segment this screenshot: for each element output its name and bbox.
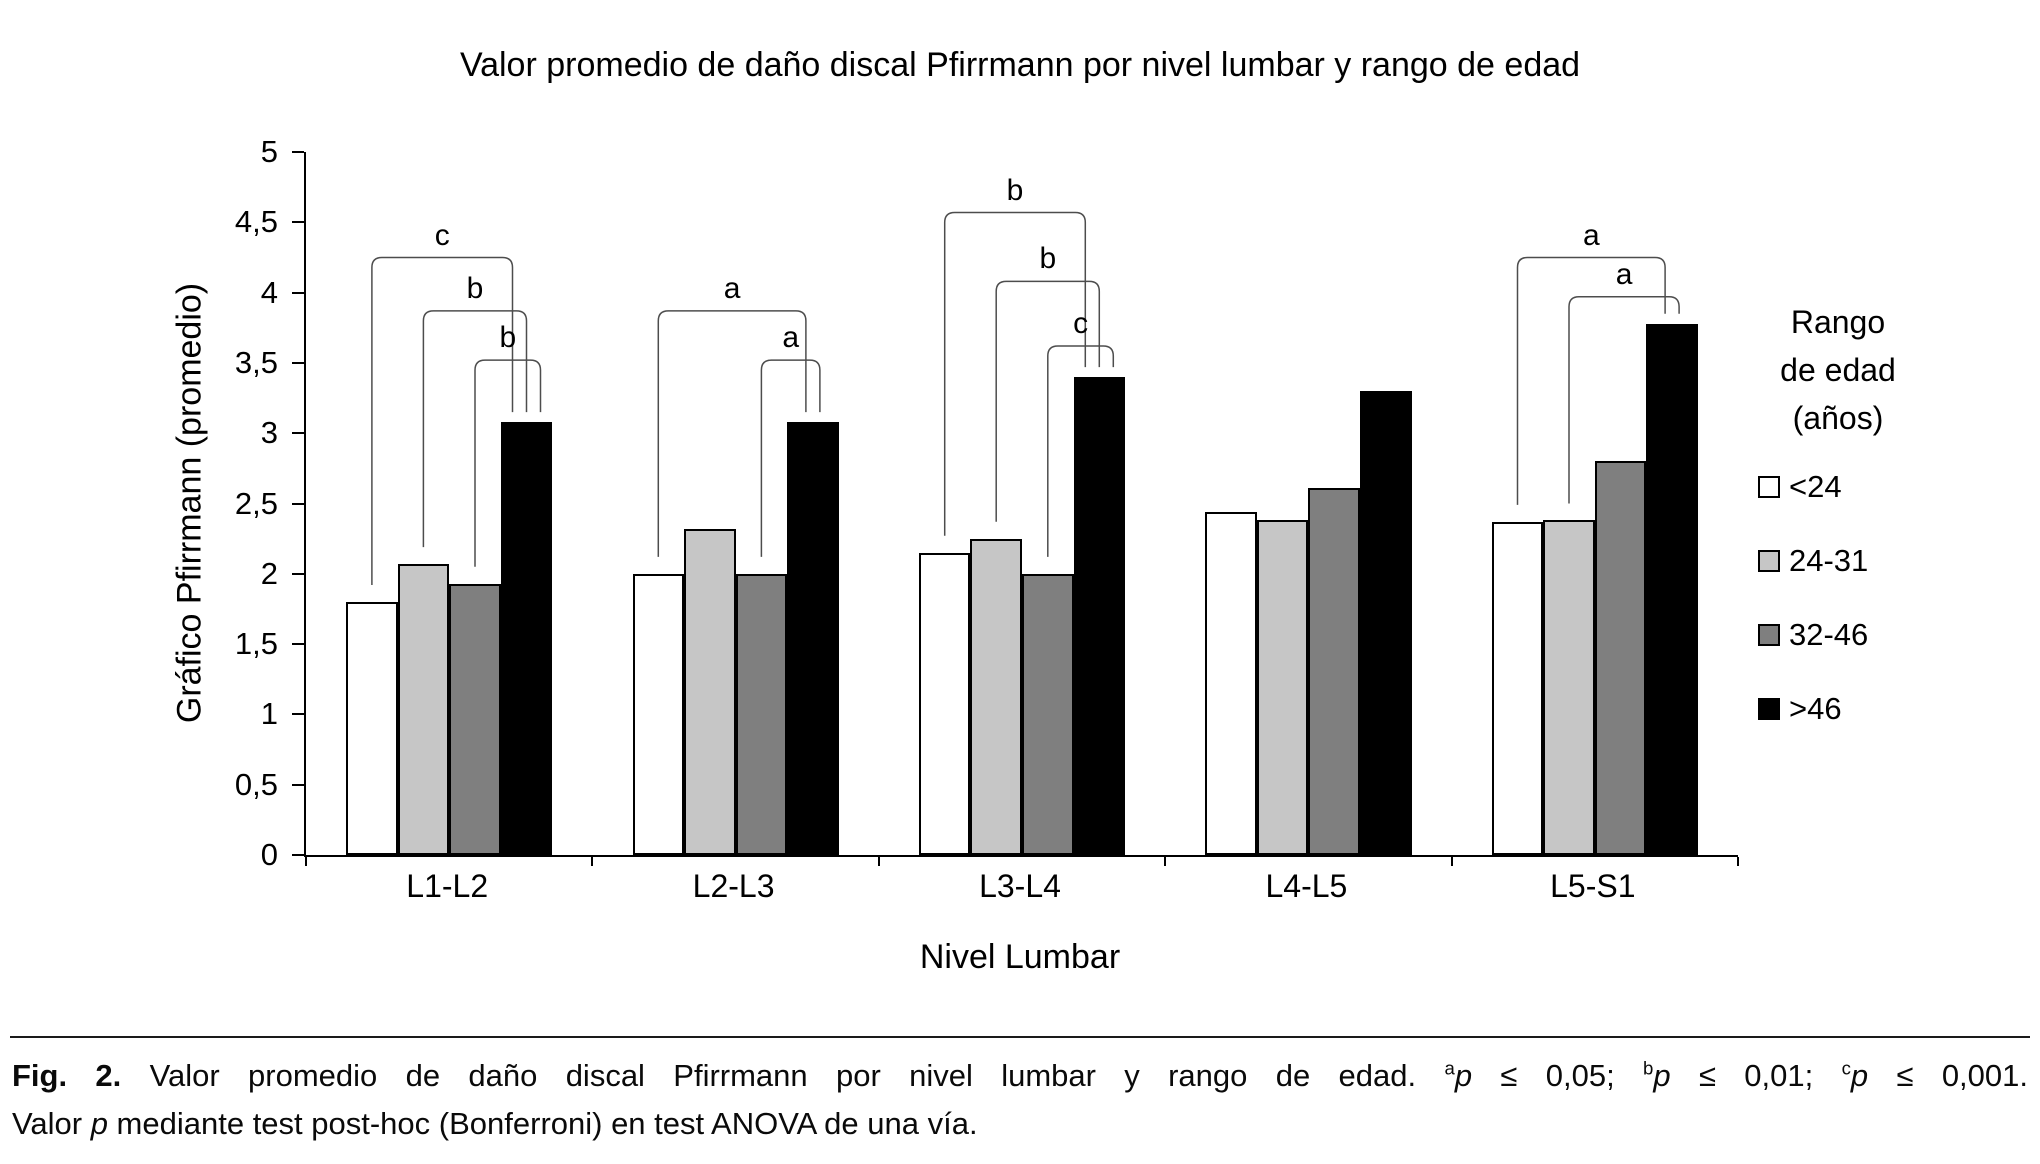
- bracket-label: c: [1073, 307, 1089, 340]
- legend-marker: [1758, 697, 1780, 720]
- caption-stat-c: cp ≤ 0,001.: [1841, 1057, 2029, 1093]
- bar-L2-L3-32-46: [735, 573, 788, 855]
- x-axis-title: Nivel Lumbar: [919, 938, 1121, 976]
- y-tick-label: 3,5: [234, 344, 278, 380]
- x-tick-mark: [591, 857, 594, 866]
- legend-title: Rango de edad (años): [1758, 298, 1918, 442]
- bar-L2-L3->46: [787, 422, 839, 855]
- bar-L3-L4-24-31: [970, 538, 1022, 855]
- figure-number: Fig. 2.: [12, 1058, 122, 1093]
- caption-divider: [10, 1036, 2030, 1038]
- bracket-L3-L4-b: [943, 211, 1087, 536]
- y-axis: 0 0,5 1 1,5 2 2,5 3 3,5 4 4,5 5: [0, 135, 304, 872]
- y-tick-mark: [292, 432, 304, 435]
- y-tick-mark: [292, 151, 304, 153]
- bar-L3-L4-32-46: [1022, 573, 1074, 855]
- legend-item-label: <24: [1789, 468, 1842, 504]
- x-tick-mark: [877, 857, 880, 866]
- y-tick-label: 0: [260, 837, 278, 872]
- bracket-label: b: [1006, 173, 1024, 207]
- bar-L4-L5-<24: [1205, 511, 1257, 855]
- y-tick-mark: [292, 713, 304, 716]
- bracket-label: a: [723, 271, 741, 305]
- legend-marker: [1758, 623, 1780, 646]
- legend-title-line: de edad: [1780, 352, 1896, 388]
- y-tick-label: 2,5: [234, 485, 278, 521]
- figure-caption: Fig. 2. Valor promedio de daño discal Pf…: [12, 1052, 2028, 1148]
- bracket-label: a: [1615, 257, 1633, 291]
- caption-body: Valor promedio de daño discal Pfirrmann …: [149, 1058, 1417, 1093]
- bracket-label: b: [499, 321, 517, 355]
- y-tick-label: 1,5: [234, 626, 278, 662]
- caption-line-2: Valor p mediante test post-hoc (Bonferro…: [12, 1106, 978, 1141]
- caption-stat-a: ap ≤ 0,05;: [1444, 1057, 1615, 1093]
- y-tick-label: 2: [260, 555, 278, 591]
- legend-marker: [1758, 549, 1780, 572]
- bar-L5-S1->46: [1646, 323, 1698, 855]
- y-tick-label: 4,5: [234, 204, 278, 240]
- y-tick-mark: [292, 221, 304, 224]
- x-category-label-L3-L4: L3-L4: [979, 868, 1061, 904]
- bracket-label: a: [1582, 218, 1600, 252]
- bracket-label: c: [434, 218, 450, 252]
- y-tick-label: 4: [260, 274, 278, 310]
- legend-marker: [1758, 475, 1780, 498]
- chart-title: Valor promedio de daño discal Pfirrmann …: [459, 46, 1581, 84]
- y-tick-label: 1: [260, 696, 278, 732]
- bar-L4-L5-32-46: [1308, 488, 1360, 855]
- y-tick-label: 0,5: [234, 766, 278, 802]
- bar-L5-S1-32-46: [1594, 461, 1647, 855]
- caption-stat-b: bp ≤ 0,01;: [1643, 1057, 1814, 1093]
- bar-L2-L3-24-31: [684, 528, 736, 855]
- y-tick-label: 5: [260, 134, 278, 169]
- legend-title-line: (años): [1792, 400, 1884, 436]
- legend-item-label: 24-31: [1789, 542, 1869, 578]
- y-tick-mark: [292, 854, 304, 856]
- legend-item-<24: <24: [1758, 468, 2028, 505]
- x-tick-mark: [1737, 857, 1739, 866]
- legend-item-label: >46: [1789, 690, 1842, 726]
- legend-item-32-46: 32-46: [1758, 616, 2028, 653]
- bar-L4-L5->46: [1360, 391, 1412, 855]
- y-tick-mark: [292, 291, 304, 294]
- caption-line-1: Fig. 2. Valor promedio de daño discal Pf…: [12, 1052, 2028, 1100]
- legend-items: <24 24-31 32-46 >46: [1758, 468, 2028, 727]
- x-category-label-L2-L3: L2-L3: [692, 868, 775, 904]
- x-category-label-L1-L2: L1-L2: [406, 868, 489, 904]
- x-tick-mark: [1164, 857, 1167, 866]
- bar-L1-L2-32-46: [449, 583, 501, 855]
- y-tick-mark: [292, 643, 304, 646]
- y-tick-mark: [292, 502, 304, 505]
- legend-item-label: 32-46: [1789, 616, 1869, 652]
- y-tick-mark: [292, 361, 304, 364]
- bracket-label: b: [466, 271, 484, 305]
- bar-L5-S1-24-31: [1543, 520, 1595, 855]
- x-category-label-L5-S1: L5-S1: [1550, 868, 1636, 904]
- legend-item-24-31: 24-31: [1758, 542, 2028, 579]
- bar-L5-S1-<24: [1491, 521, 1544, 855]
- bracket-label: a: [782, 321, 800, 355]
- bar-L2-L3-<24: [632, 573, 685, 855]
- x-axis-labels: L1-L2 L2-L3 L3-L4 L4-L5 L5-S1: [304, 868, 1736, 908]
- legend: Rango de edad (años) <24 24-31 32-46 >46: [1758, 298, 2028, 764]
- y-tick-mark: [292, 572, 304, 575]
- bar-L3-L4-<24: [918, 552, 971, 855]
- bar-L4-L5-24-31: [1256, 520, 1309, 855]
- x-tick-mark: [305, 857, 307, 866]
- bar-L1-L2-<24: [346, 601, 398, 855]
- y-tick-label: 3: [260, 415, 278, 451]
- x-tick-mark: [1450, 857, 1453, 866]
- x-category-label-L4-L5: L4-L5: [1265, 868, 1348, 904]
- bar-L3-L4->46: [1073, 377, 1126, 855]
- bar-L1-L2-24-31: [397, 564, 450, 855]
- y-tick-mark: [292, 783, 304, 786]
- bracket-L1-L2-c: [371, 256, 514, 585]
- legend-item->46: >46: [1758, 690, 2028, 727]
- bar-L1-L2->46: [500, 422, 553, 855]
- bracket-label: b: [1039, 242, 1057, 276]
- legend-title-line: Rango: [1790, 304, 1886, 340]
